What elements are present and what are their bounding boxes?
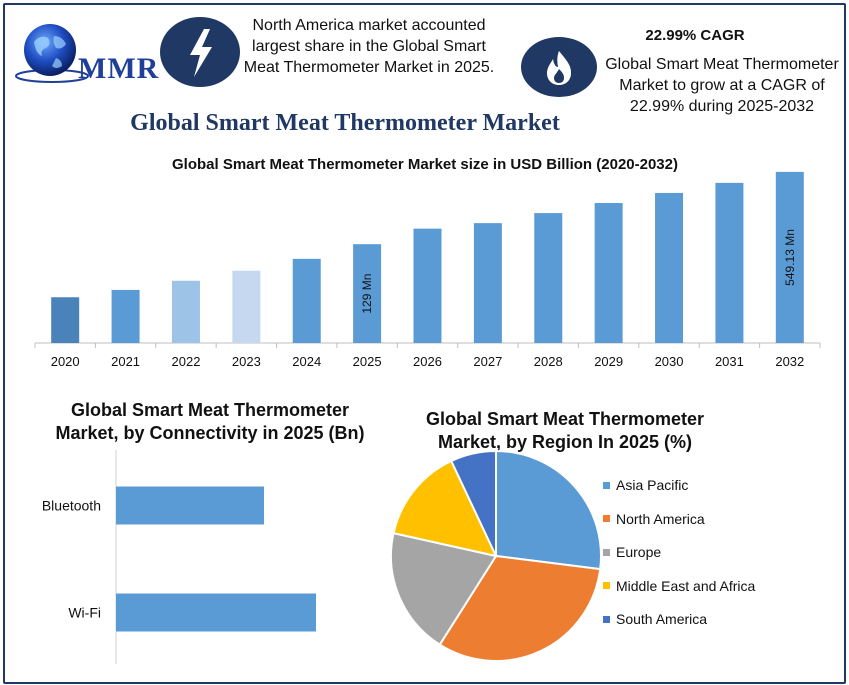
globe-icon <box>15 24 89 83</box>
x-tick-label: 2021 <box>111 354 140 369</box>
region-chart-title: Global Smart Meat Thermometer Market, by… <box>425 409 705 452</box>
legend-swatch <box>603 515 610 522</box>
bar-2024 <box>292 258 321 343</box>
bar-2020 <box>51 297 80 343</box>
pie-slice-middle-east-and-africa <box>392 459 498 558</box>
data-label: 549.13 Mn <box>783 229 797 286</box>
main-title: Global Smart Meat Thermometer Market <box>130 110 560 136</box>
y-tick-label: Bluetooth <box>42 498 101 514</box>
bar-wi-fi <box>116 593 316 632</box>
legend-item-north-america: North America <box>603 511 705 527</box>
legend-swatch <box>603 615 610 623</box>
x-tick-label: 2020 <box>51 354 80 369</box>
legend-label: Asia Pacific <box>616 477 689 493</box>
legend-label: Middle East and Africa <box>616 577 756 594</box>
pie-slice-south-america <box>449 449 497 557</box>
logo: MMR <box>12 18 162 88</box>
x-tick-label: 2031 <box>715 354 744 369</box>
connectivity-chart-title: Global Smart Meat Thermometer Market, by… <box>55 400 365 443</box>
x-tick-label: 2025 <box>353 354 382 369</box>
region-pie-chart <box>390 449 602 662</box>
bar-2023 <box>232 270 261 343</box>
x-tick-label: 2030 <box>655 354 684 369</box>
pie-slice-asia-pacific <box>495 449 602 571</box>
legend-item-south-america: South America <box>603 611 707 627</box>
x-tick-label: 2032 <box>775 354 804 369</box>
logo-text: MMR <box>78 52 160 85</box>
x-tick-label: 2024 <box>292 354 321 369</box>
bar-2021 <box>111 289 140 343</box>
cagr-title: 22.99% CAGR <box>645 27 745 44</box>
highlight-cagr: Global Smart Meat Thermometer Market to … <box>605 56 839 115</box>
bar-chart-title: Global Smart Meat Thermometer Market siz… <box>172 156 678 173</box>
bar-2028 <box>534 213 563 343</box>
legend-label: South America <box>616 611 708 627</box>
flame-icon <box>521 37 597 97</box>
y-tick-label: Wi-Fi <box>68 605 101 621</box>
bar-2027 <box>473 223 502 343</box>
market-size-bar-chart: 2020 2021 2022 2023 2024 2025 2026 2027 2028 2029… <box>34 171 821 369</box>
legend-label: North America <box>616 510 705 527</box>
x-tick-label: 2029 <box>594 354 623 369</box>
x-tick-label: 2027 <box>473 354 502 369</box>
x-tick-label: 2026 <box>413 354 442 369</box>
bar-2031 <box>715 182 744 343</box>
legend-item-middle-east-and-africa: Middle East and Africa <box>603 578 755 594</box>
legend-swatch <box>603 548 610 556</box>
pie-slice-europe <box>390 531 498 647</box>
bar-2025 <box>353 244 382 343</box>
highlight-north-america: North America market accounted largest s… <box>243 17 495 76</box>
lightning-icon <box>160 17 240 87</box>
bar-bluetooth <box>116 486 264 525</box>
legend-label: Europe <box>616 544 662 560</box>
legend-swatch <box>603 481 610 489</box>
x-tick-label: 2023 <box>232 354 261 369</box>
connectivity-bar-chart: Bluetooth Wi-Fi <box>42 450 316 664</box>
x-tick-label: 2028 <box>534 354 563 369</box>
bar-2022 <box>171 280 200 343</box>
legend-item-europe: Europe <box>603 544 661 560</box>
legend-item-asia-pacific: Asia Pacific <box>603 477 688 493</box>
data-label: 129 Mn <box>360 274 374 314</box>
bar-2026 <box>413 228 442 343</box>
bar-2029 <box>594 203 623 343</box>
bar-2030 <box>655 192 684 343</box>
legend-swatch <box>603 582 610 589</box>
outer-frame <box>3 3 846 684</box>
bar-2032 <box>775 171 804 343</box>
x-tick-label: 2022 <box>172 354 201 369</box>
